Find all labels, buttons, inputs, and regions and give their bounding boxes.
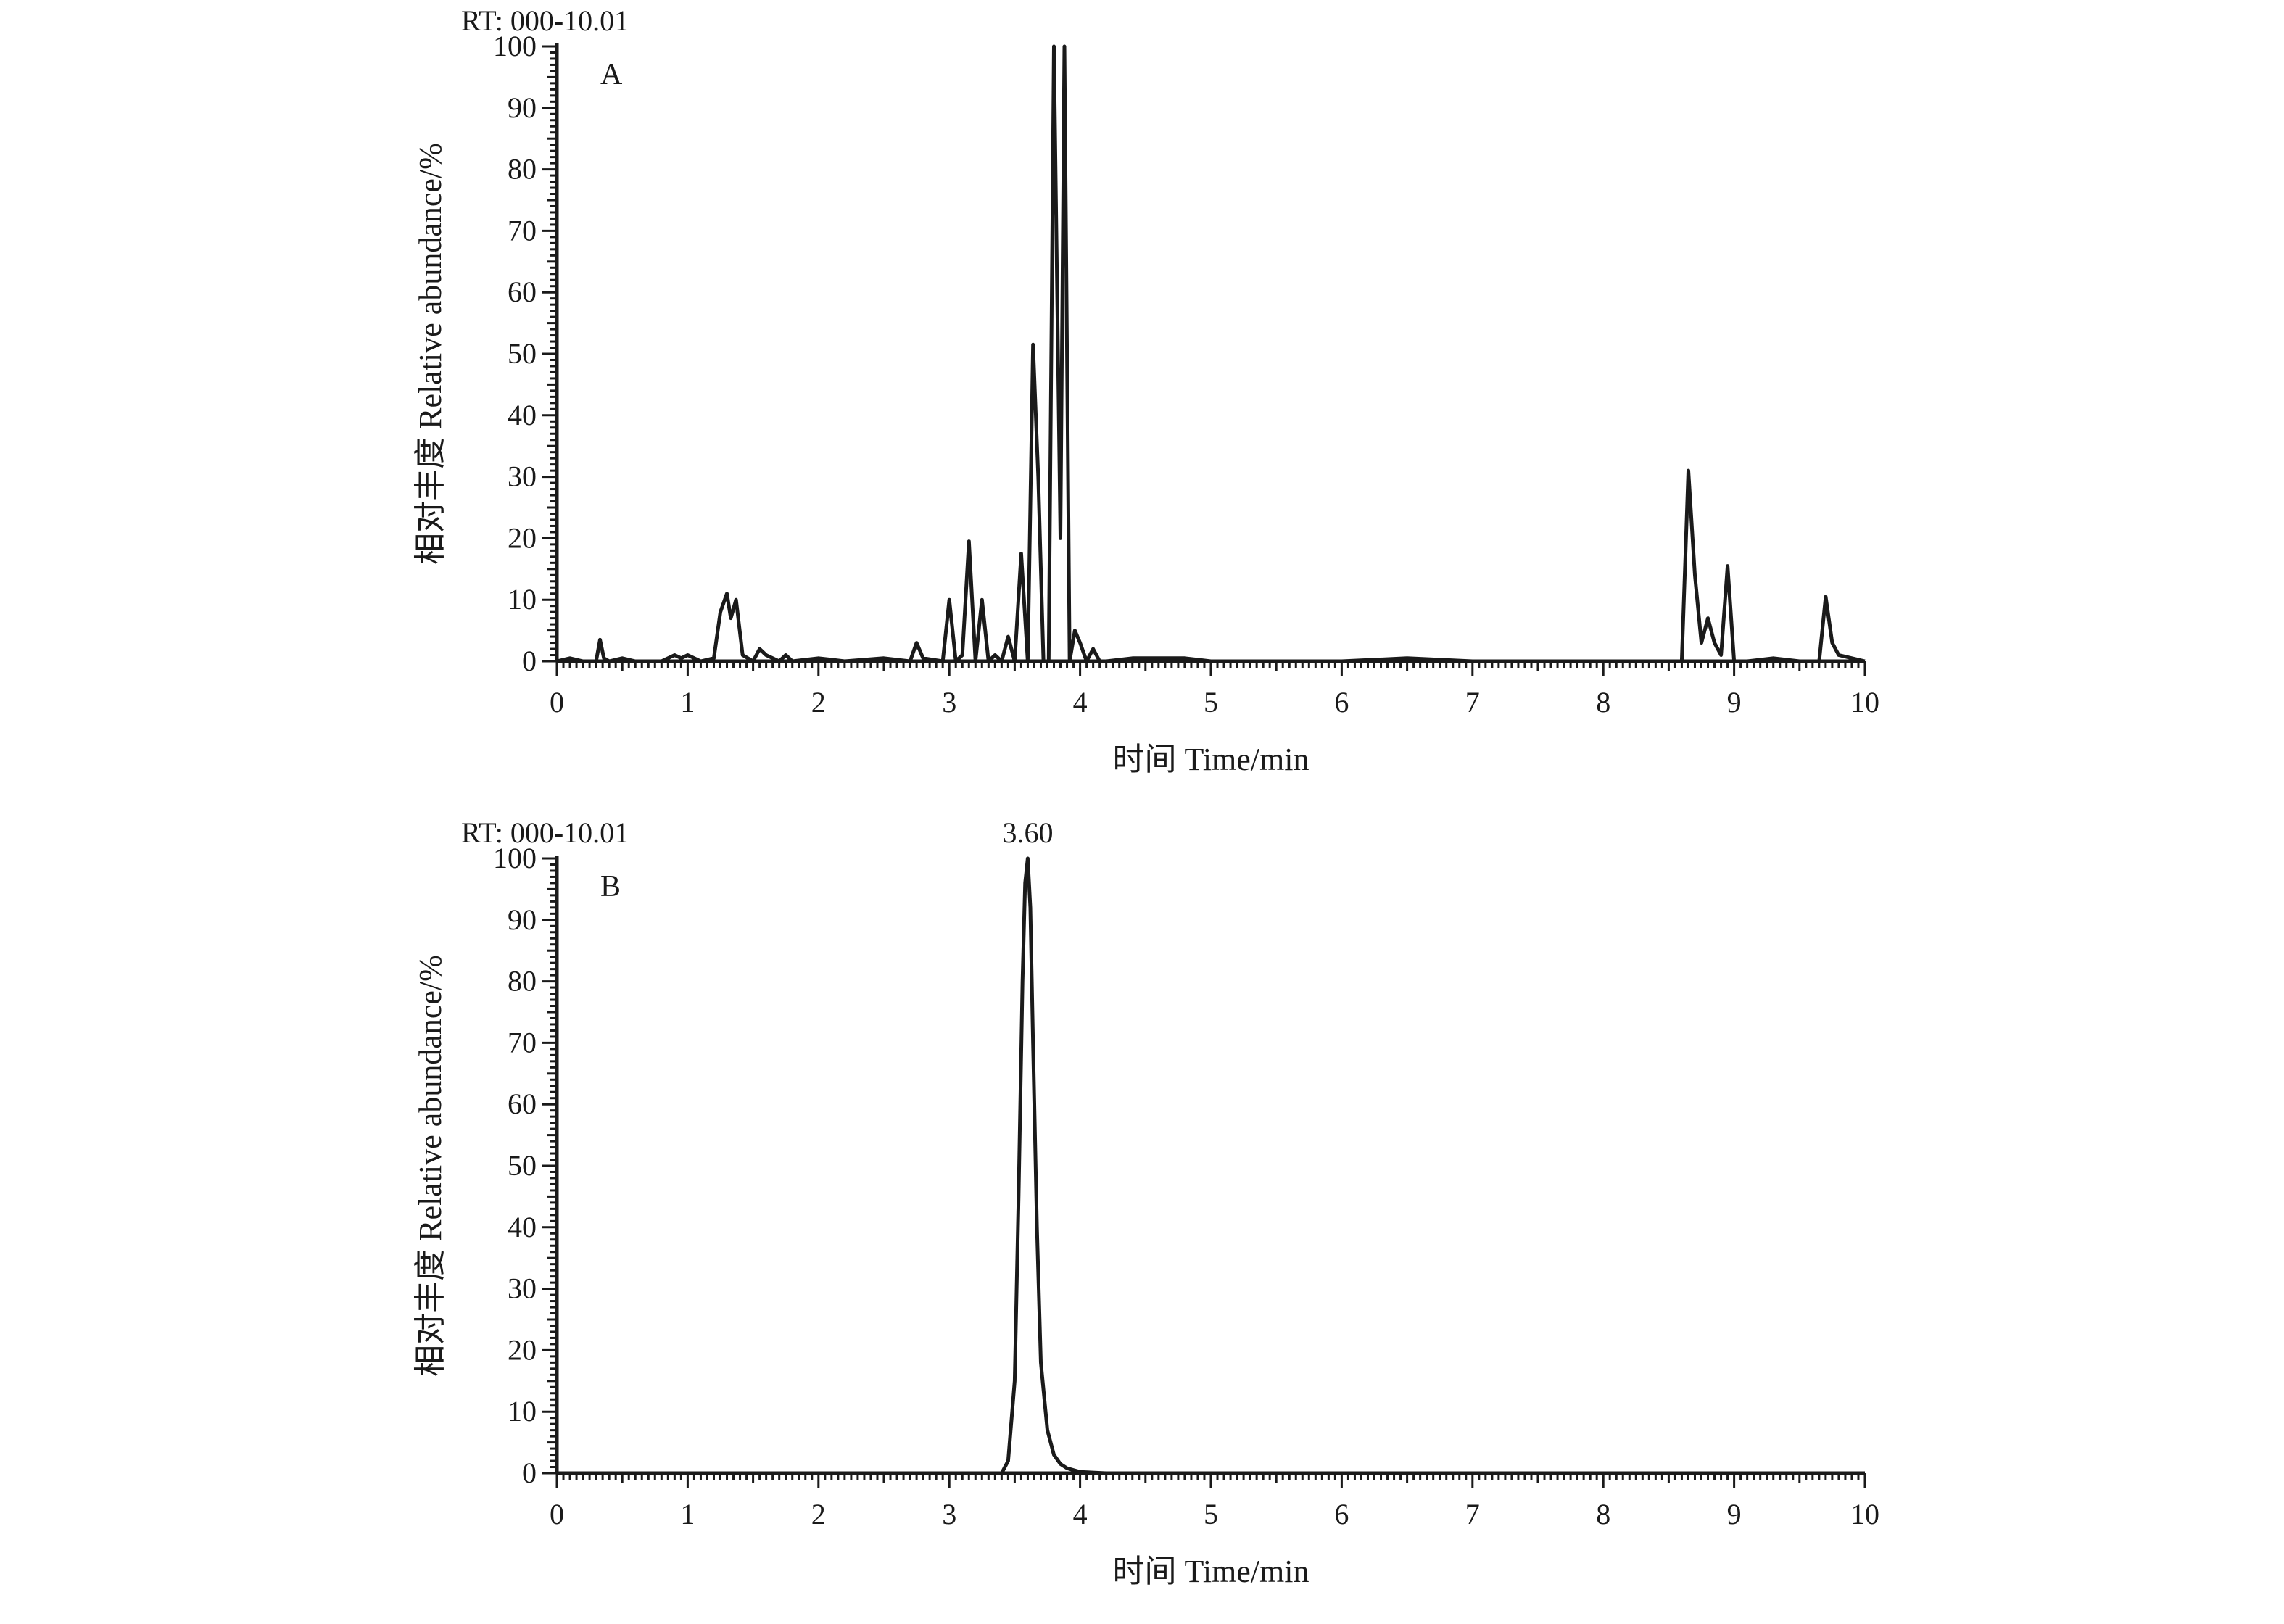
peak-label: 3.60 <box>1002 816 1053 849</box>
x-tick-label: 6 <box>1334 686 1349 718</box>
x-tick-label: 0 <box>550 1498 564 1530</box>
x-minor-ticks <box>555 661 1866 676</box>
x-tick-label: 6 <box>1334 1498 1349 1530</box>
y-tick-label: 20 <box>508 1333 537 1366</box>
y-tick-label: 0 <box>522 1457 537 1489</box>
y-tick-label: 10 <box>508 583 537 616</box>
panel-letter: A <box>600 58 623 91</box>
y-tick-label: 20 <box>508 521 537 554</box>
y-tick-label: 0 <box>522 645 537 677</box>
y-minor-ticks <box>542 45 557 663</box>
x-tick-label: 9 <box>1727 686 1742 718</box>
x-tick-label: 10 <box>1850 1498 1879 1530</box>
x-minor-ticks <box>555 1473 1866 1488</box>
x-tick-label: 4 <box>1073 1498 1088 1530</box>
y-tick-label: 60 <box>508 276 537 308</box>
x-tick-label: 5 <box>1204 1498 1218 1530</box>
y-tick-label: 50 <box>508 337 537 370</box>
chromatogram-panel-b: 0 10 20 30 40 50 60 70 80 90 100 0 1 2 3 4 5 6 7 8 9 10 时间 Tim… <box>0 812 2284 1624</box>
chart-b: 0 10 20 30 40 50 60 70 80 90 100 0 1 2 3 4 5 6 7 8 9 10 时间 Tim… <box>413 816 1879 1589</box>
y-tick-label: 70 <box>508 1026 537 1058</box>
y-tick-label: 50 <box>508 1149 537 1182</box>
x-tick-label: 7 <box>1465 686 1480 718</box>
y-axis-title: 相对丰度 Relative abundance/% <box>413 955 448 1377</box>
y-axis-title: 相对丰度 Relative abundance/% <box>413 143 448 565</box>
y-tick-label: 30 <box>508 460 537 493</box>
x-tick-label: 3 <box>942 686 956 718</box>
chromatogram-panel-a: 0 10 20 30 40 50 60 70 80 90 100 0 1 2 3 4 5 6 7 8 9 10 时间 Tim… <box>413 4 1879 777</box>
x-tick-label: 0 <box>550 686 564 718</box>
series-line <box>556 44 1866 663</box>
x-tick-label: 2 <box>811 1498 826 1530</box>
y-tick-label: 100 <box>493 842 537 874</box>
y-tick-label: 90 <box>508 903 537 936</box>
x-tick-label: 10 <box>1850 686 1879 718</box>
y-tick-label: 30 <box>508 1272 537 1305</box>
chart-a: 0 10 20 30 40 50 60 70 80 90 100 0 1 2 3 4 5 6 7 8 9 10 时间 Tim… <box>413 4 1879 777</box>
y-tick-label: 40 <box>508 1211 537 1243</box>
x-tick-label: 4 <box>1073 686 1088 718</box>
x-tick-label: 2 <box>811 686 826 718</box>
y-tick-label: 100 <box>493 30 537 62</box>
series-line <box>557 856 1865 1475</box>
y-tick-label: 60 <box>508 1088 537 1120</box>
x-tick-label: 7 <box>1465 1498 1480 1530</box>
x-axis-title: 时间 Time/min <box>1113 1554 1309 1589</box>
x-tick-label: 5 <box>1204 686 1218 718</box>
x-tick-label: 1 <box>680 1498 695 1530</box>
x-tick-label: 1 <box>680 686 695 718</box>
y-tick-label: 80 <box>508 965 537 998</box>
y-tick-label: 10 <box>508 1395 537 1428</box>
y-minor-ticks <box>542 857 557 1475</box>
rt-range-label: RT: 000-10.01 <box>461 816 629 849</box>
rt-range-label: RT: 000-10.01 <box>461 4 629 37</box>
y-tick-label: 70 <box>508 214 537 246</box>
y-tick-label: 90 <box>508 91 537 124</box>
x-tick-label: 8 <box>1596 1498 1610 1530</box>
x-tick-label: 8 <box>1596 686 1610 718</box>
x-axis-title: 时间 Time/min <box>1113 742 1309 777</box>
y-tick-label: 80 <box>508 153 537 186</box>
panel-letter: B <box>600 870 621 903</box>
y-tick-label: 40 <box>508 399 537 431</box>
x-tick-label: 3 <box>942 1498 956 1530</box>
x-tick-label: 9 <box>1727 1498 1742 1530</box>
